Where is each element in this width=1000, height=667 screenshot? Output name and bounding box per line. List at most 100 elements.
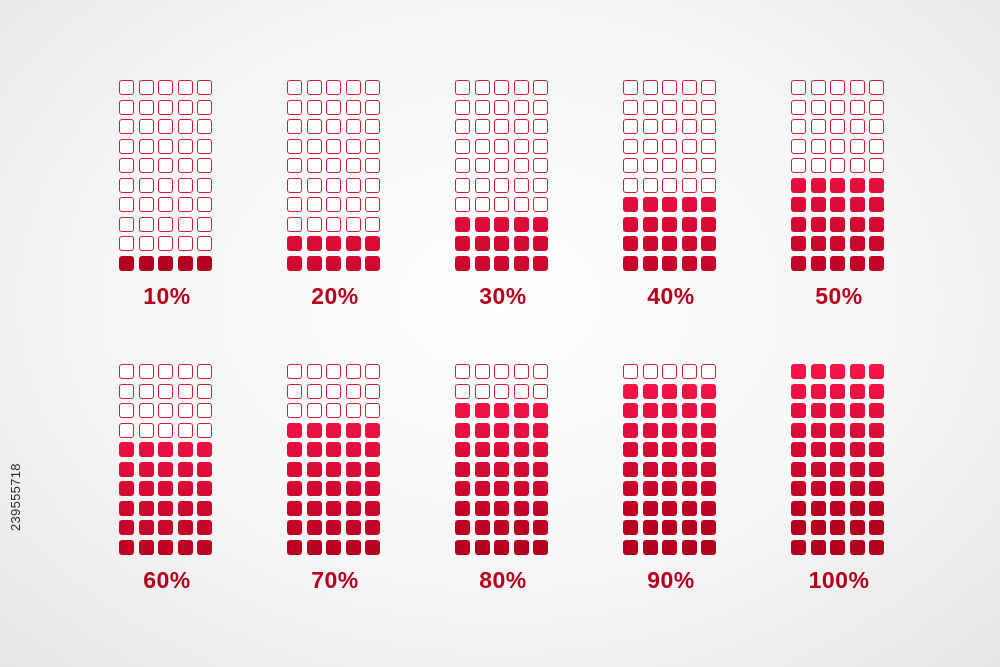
filled-cell <box>681 520 697 535</box>
filled-cell <box>810 481 826 496</box>
empty-cell <box>119 177 134 193</box>
empty-cell <box>326 216 341 232</box>
filled-cell <box>306 422 322 438</box>
filled-cell <box>701 383 716 399</box>
empty-cell <box>138 383 154 399</box>
empty-cell <box>326 119 341 134</box>
empty-cell <box>158 364 173 379</box>
empty-cell <box>158 80 173 95</box>
empty-cell <box>119 403 134 418</box>
filled-cell <box>197 461 212 477</box>
empty-cell <box>345 364 361 379</box>
filled-cell <box>494 236 509 251</box>
filled-cell <box>810 403 826 418</box>
filled-cell <box>326 481 341 496</box>
empty-cell <box>455 197 470 212</box>
filled-cell <box>494 500 509 516</box>
empty-cell <box>365 138 380 154</box>
empty-cell <box>197 364 212 379</box>
waffle-grid <box>791 80 887 275</box>
filled-cell <box>681 197 697 212</box>
empty-cell <box>642 364 658 379</box>
empty-cell <box>177 197 193 212</box>
filled-cell <box>474 461 490 477</box>
empty-cell <box>455 138 470 154</box>
filled-cell <box>623 383 638 399</box>
filled-cell <box>662 539 677 555</box>
filled-cell <box>869 539 884 555</box>
filled-cell <box>345 520 361 535</box>
empty-cell <box>642 119 658 134</box>
percentage-label: 80% <box>479 567 527 593</box>
filled-cell <box>791 500 806 516</box>
empty-cell <box>869 119 884 134</box>
filled-cell <box>345 422 361 438</box>
empty-cell <box>138 158 154 173</box>
filled-cell <box>642 236 658 251</box>
empty-cell <box>494 177 509 193</box>
empty-cell <box>119 80 134 95</box>
filled-cell <box>701 236 716 251</box>
empty-cell <box>119 422 134 438</box>
filled-cell <box>701 197 716 212</box>
empty-cell <box>681 177 697 193</box>
filled-cell <box>701 422 716 438</box>
filled-cell <box>345 236 361 251</box>
empty-cell <box>623 80 638 95</box>
filled-cell <box>513 539 529 555</box>
filled-cell <box>138 442 154 457</box>
filled-cell <box>533 403 548 418</box>
empty-cell <box>138 80 154 95</box>
empty-cell <box>513 119 529 134</box>
filled-cell <box>830 500 845 516</box>
empty-cell <box>623 138 638 154</box>
empty-cell <box>306 216 322 232</box>
filled-cell <box>326 442 341 457</box>
filled-cell <box>197 442 212 457</box>
empty-cell <box>287 138 302 154</box>
empty-cell <box>642 99 658 115</box>
filled-cell <box>791 255 806 271</box>
empty-cell <box>701 158 716 173</box>
empty-cell <box>287 383 302 399</box>
empty-cell <box>197 158 212 173</box>
filled-cell <box>869 255 884 271</box>
filled-cell <box>681 481 697 496</box>
filled-cell <box>791 216 806 232</box>
filled-cell <box>455 403 470 418</box>
empty-cell <box>365 216 380 232</box>
filled-cell <box>533 255 548 271</box>
filled-cell <box>662 403 677 418</box>
empty-cell <box>287 119 302 134</box>
empty-cell <box>177 119 193 134</box>
filled-cell <box>810 255 826 271</box>
percentage-label: 70% <box>311 567 359 593</box>
filled-cell <box>326 422 341 438</box>
filled-cell <box>119 520 134 535</box>
empty-cell <box>345 158 361 173</box>
filled-cell <box>455 442 470 457</box>
filled-cell <box>830 481 845 496</box>
filled-cell <box>513 500 529 516</box>
empty-cell <box>662 158 677 173</box>
filled-cell <box>869 197 884 212</box>
filled-cell <box>455 520 470 535</box>
empty-cell <box>197 422 212 438</box>
empty-cell <box>326 80 341 95</box>
filled-cell <box>623 403 638 418</box>
empty-cell <box>869 158 884 173</box>
filled-cell <box>365 442 380 457</box>
filled-cell <box>869 216 884 232</box>
empty-cell <box>177 216 193 232</box>
empty-cell <box>455 119 470 134</box>
empty-cell <box>287 80 302 95</box>
filled-cell <box>494 520 509 535</box>
empty-cell <box>197 99 212 115</box>
filled-cell <box>365 481 380 496</box>
filled-cell <box>119 442 134 457</box>
empty-cell <box>533 364 548 379</box>
filled-cell <box>681 442 697 457</box>
empty-cell <box>306 80 322 95</box>
filled-cell <box>830 442 845 457</box>
empty-cell <box>306 197 322 212</box>
